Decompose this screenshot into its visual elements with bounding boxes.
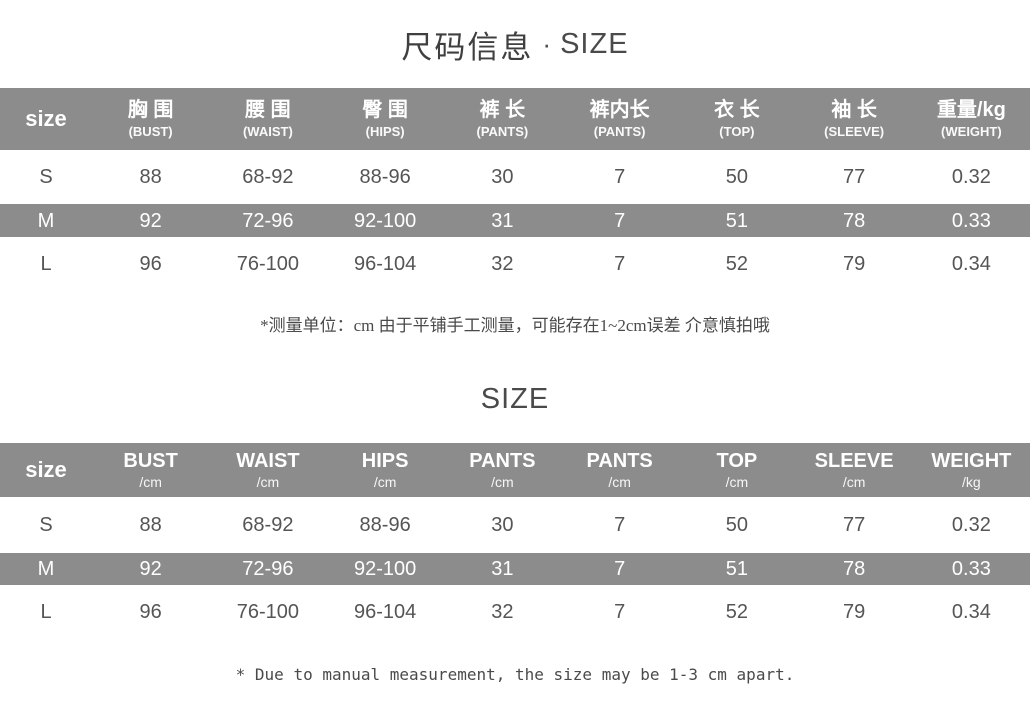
cell-size: S: [39, 166, 53, 188]
header-cell-hips: HIPS/cm: [361, 449, 409, 490]
table-header-row: size 胸 围 (BUST) 腰 围 (WAIST) 臀 围 (HIPS) 裤 长(…: [0, 88, 1030, 150]
cell-value: 7: [614, 601, 626, 623]
cell-value: 32: [491, 601, 514, 623]
cell-value: 92: [139, 558, 162, 580]
header-cell-weight: WEIGHT/kg: [931, 449, 1012, 490]
header-cell-sleeve: SLEEVE/cm: [814, 449, 894, 490]
cell-value: 92-100: [353, 209, 417, 232]
cell-value: 51: [725, 558, 748, 580]
cell-value: 7: [614, 558, 626, 580]
table-row-m-highlighted: M 92 72-96 92-100 31 7 51 78 0.33: [0, 204, 1030, 237]
header-cell-pants-inseam: 裤内长 (PANTS): [589, 98, 650, 139]
cell-value: 0.33: [951, 209, 991, 232]
cell-value: 51: [725, 209, 748, 232]
cell-value: 50: [725, 514, 748, 536]
cell-value: 72-96: [242, 558, 294, 580]
cell-value: 78: [843, 558, 866, 580]
cell-value: 32: [491, 253, 514, 275]
page-title-chinese: 尺码信息: [401, 29, 534, 65]
cell-value: 88: [139, 514, 162, 536]
page-title-english: SIZE: [560, 27, 629, 60]
header-cell-pants-length: PANTS/cm: [469, 449, 536, 490]
cell-value: 0.34: [951, 601, 991, 623]
section-title-size-english: SIZE: [480, 382, 550, 415]
cell-value: 7: [614, 514, 626, 536]
cell-value: 7: [614, 209, 626, 232]
cell-value: 31: [491, 209, 514, 232]
cell-size: M: [37, 558, 55, 580]
cell-value: 0.32: [951, 166, 991, 188]
header-cell-pants-length: 裤 长 (PANTS): [476, 98, 529, 139]
cell-value: 68-92: [242, 514, 294, 536]
cell-value: 77: [843, 166, 866, 188]
header-cell-bust: 胸 围 (BUST): [127, 98, 174, 139]
cell-value: 96: [139, 253, 162, 275]
table-header-row: size BUST/cm WAIST/cm HIPS/cm PANTS/cm P…: [0, 443, 1030, 497]
header-cell-top-length: 衣 长 (TOP): [714, 98, 760, 139]
cell-value: 30: [491, 514, 514, 536]
header-cell-hips: 臀 围 (HIPS): [362, 98, 408, 139]
header-cell-bust: BUST/cm: [123, 449, 178, 490]
cell-value: 79: [843, 601, 866, 623]
header-cell-waist: 腰 围 (WAIST): [242, 98, 293, 139]
cell-value: 7: [614, 253, 626, 275]
cell-value: 7: [614, 166, 626, 188]
header-cell-size: size: [25, 457, 67, 482]
table-row-l: L 96 76-100 96-104 32 7 52 79 0.34: [0, 237, 1030, 291]
cell-value: 31: [491, 558, 514, 580]
cell-value: 92-100: [353, 558, 417, 580]
cell-value: 0.32: [951, 514, 991, 536]
cell-value: 96: [139, 601, 162, 623]
cell-value: 96-104: [353, 253, 417, 275]
cell-value: 92: [139, 209, 162, 232]
size-table-chinese: size 胸 围 (BUST) 腰 围 (WAIST) 臀 围 (HIPS) 裤 长(…: [0, 88, 1030, 291]
cell-value: 88: [139, 166, 162, 188]
cell-size: S: [39, 514, 53, 536]
cell-value: 79: [843, 253, 866, 275]
page-title: 尺码信息 · SIZE: [0, 0, 1030, 88]
header-cell-pants-inseam: PANTS/cm: [586, 449, 653, 490]
cell-value: 52: [725, 253, 748, 275]
size-table-english: size BUST/cm WAIST/cm HIPS/cm PANTS/cm P…: [0, 443, 1030, 639]
cell-value: 0.33: [951, 558, 991, 580]
cell-value: 50: [725, 166, 748, 188]
header-cell-weight: 重量/kg (WEIGHT): [936, 98, 1006, 139]
cell-value: 76-100: [236, 601, 300, 623]
table-row-m-highlighted: M 92 72-96 92-100 31 7 51 78 0.33: [0, 553, 1030, 585]
title-separator-dot: ·: [542, 28, 552, 59]
cell-value: 96-104: [353, 601, 417, 623]
cell-size: L: [40, 601, 52, 623]
header-cell-waist: WAIST/cm: [236, 449, 300, 490]
cell-size: L: [40, 253, 52, 275]
cell-value: 30: [491, 166, 514, 188]
measurement-note-chinese: *测量单位：cm 由于平铺手工测量，可能存在1~2cm误差 介意慎拍哦: [260, 315, 770, 335]
cell-value: 0.34: [951, 253, 991, 275]
header-cell-top-length: TOP/cm: [716, 449, 758, 490]
cell-value: 88-96: [359, 166, 411, 188]
table-row-l: L 96 76-100 96-104 32 7 52 79 0.34: [0, 585, 1030, 639]
cell-size: M: [37, 209, 55, 232]
cell-value: 52: [725, 601, 748, 623]
cell-value: 72-96: [242, 209, 294, 232]
cell-value: 68-92: [242, 166, 294, 188]
cell-value: 78: [843, 209, 866, 232]
header-cell-sleeve: 袖 长 (SLEEVE): [824, 98, 885, 139]
table-row-s: S 88 68-92 88-96 30 7 50 77 0.32: [0, 150, 1030, 204]
cell-value: 77: [843, 514, 866, 536]
table-row-s: S 88 68-92 88-96 30 7 50 77 0.32: [0, 497, 1030, 553]
cell-value: 88-96: [359, 514, 411, 536]
cell-value: 76-100: [236, 253, 300, 275]
header-cell-size: size: [25, 106, 67, 131]
measurement-note-english: * Due to manual measurement, the size ma…: [235, 665, 795, 684]
